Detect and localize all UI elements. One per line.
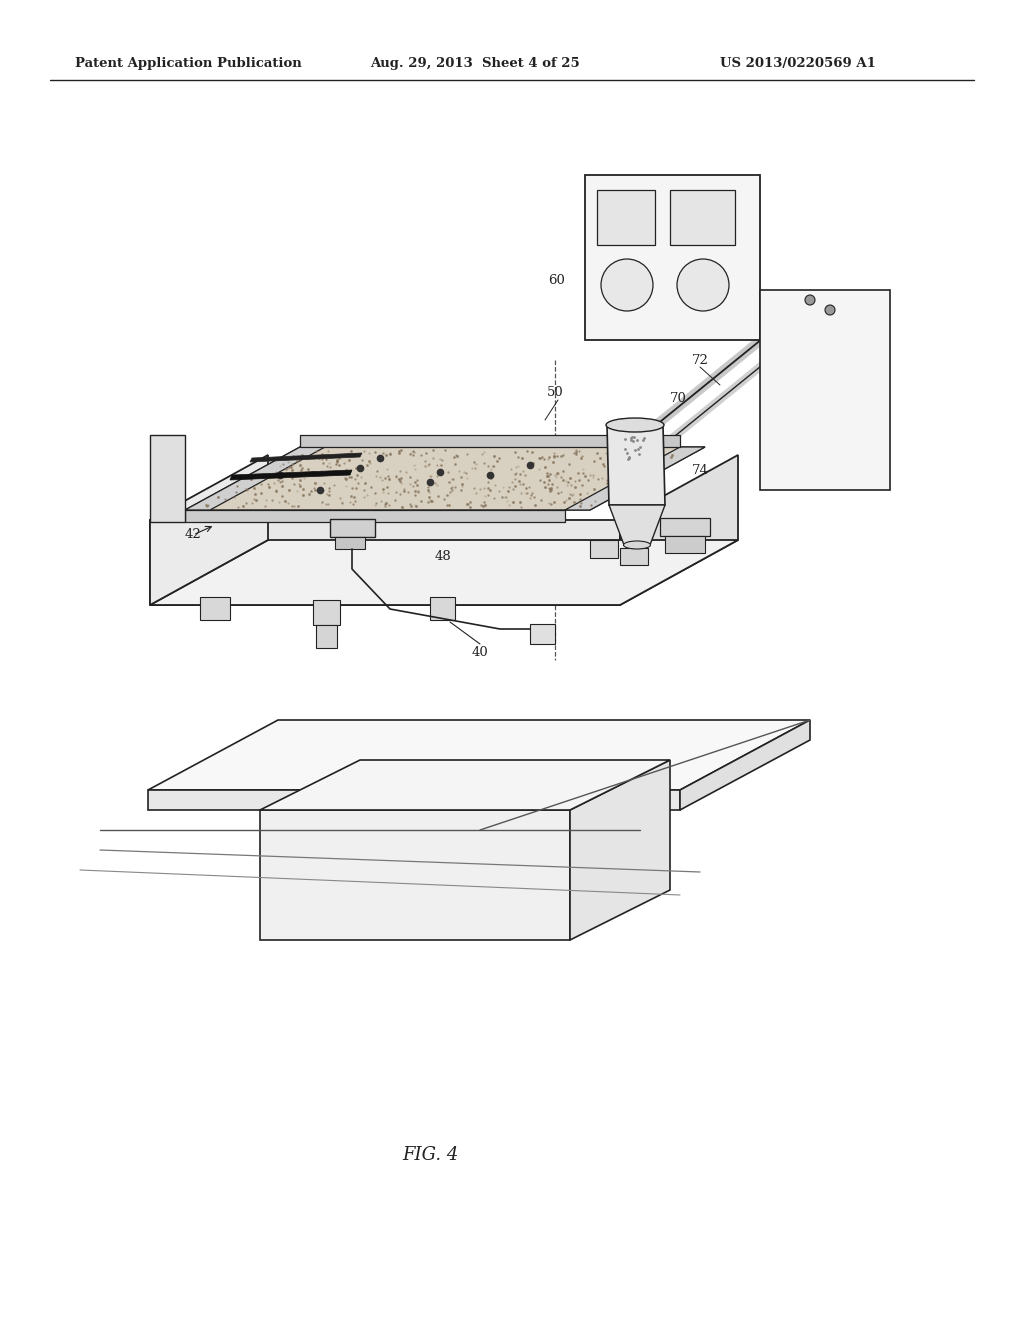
Text: 72: 72 [691, 354, 709, 367]
Polygon shape [570, 760, 670, 940]
Polygon shape [230, 470, 352, 480]
Text: 60: 60 [549, 273, 565, 286]
Text: 42: 42 [184, 528, 202, 541]
Polygon shape [680, 719, 810, 810]
Polygon shape [609, 506, 665, 545]
Polygon shape [665, 536, 705, 553]
Polygon shape [597, 190, 655, 246]
Polygon shape [590, 540, 618, 558]
Polygon shape [260, 760, 670, 810]
Circle shape [601, 259, 653, 312]
Text: 70: 70 [670, 392, 686, 404]
Polygon shape [260, 810, 570, 940]
Text: FIG. 4: FIG. 4 [401, 1146, 458, 1164]
Text: 50: 50 [547, 387, 563, 400]
Polygon shape [565, 447, 705, 510]
Polygon shape [430, 597, 455, 620]
Polygon shape [607, 425, 665, 506]
Polygon shape [200, 597, 230, 620]
Text: US 2013/0220569 A1: US 2013/0220569 A1 [720, 57, 876, 70]
Circle shape [677, 259, 729, 312]
Circle shape [825, 305, 835, 315]
Polygon shape [335, 537, 365, 549]
Text: 52: 52 [365, 458, 381, 471]
Polygon shape [148, 789, 680, 810]
Text: Aug. 29, 2013  Sheet 4 of 25: Aug. 29, 2013 Sheet 4 of 25 [370, 57, 580, 70]
Ellipse shape [624, 541, 650, 549]
Polygon shape [148, 719, 810, 789]
Polygon shape [670, 190, 735, 246]
Polygon shape [316, 624, 337, 648]
Text: 90: 90 [391, 486, 409, 499]
Polygon shape [185, 447, 705, 510]
Polygon shape [150, 540, 738, 605]
Polygon shape [185, 447, 325, 510]
Ellipse shape [606, 418, 664, 432]
Polygon shape [185, 510, 565, 521]
Text: 48: 48 [434, 549, 452, 562]
Polygon shape [330, 519, 375, 537]
Text: 40: 40 [472, 645, 488, 659]
Text: 80: 80 [360, 495, 378, 508]
Polygon shape [660, 517, 710, 536]
Polygon shape [150, 455, 268, 605]
Polygon shape [760, 290, 890, 490]
Polygon shape [585, 176, 760, 341]
Polygon shape [530, 624, 555, 644]
Polygon shape [620, 455, 738, 605]
Polygon shape [250, 453, 362, 462]
Polygon shape [313, 601, 340, 624]
Polygon shape [300, 436, 680, 447]
Text: Patent Application Publication: Patent Application Publication [75, 57, 302, 70]
Polygon shape [620, 548, 648, 565]
Text: 74: 74 [691, 463, 709, 477]
Text: 62: 62 [708, 304, 724, 317]
Polygon shape [150, 436, 185, 521]
Circle shape [805, 294, 815, 305]
Polygon shape [150, 520, 620, 605]
Text: 46: 46 [616, 418, 634, 432]
